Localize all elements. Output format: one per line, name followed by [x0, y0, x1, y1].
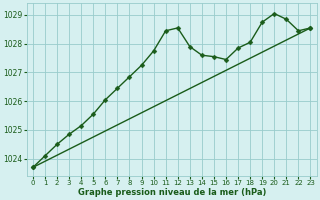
X-axis label: Graphe pression niveau de la mer (hPa): Graphe pression niveau de la mer (hPa) — [77, 188, 266, 197]
